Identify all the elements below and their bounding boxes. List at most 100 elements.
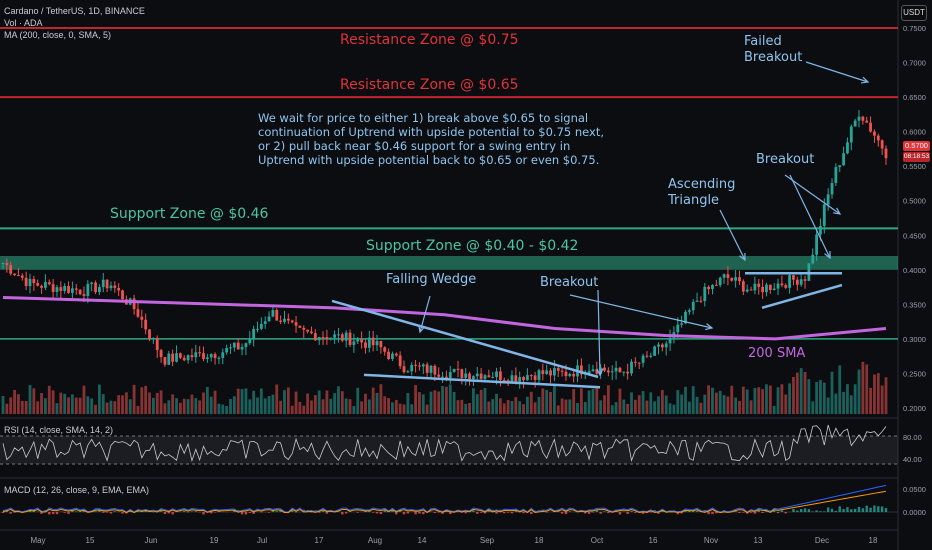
candle-body	[290, 320, 294, 323]
candle-body	[441, 376, 444, 378]
candle-body	[861, 116, 865, 121]
volume-bar	[59, 392, 63, 414]
volume-bar	[379, 384, 383, 414]
macd-indicator-label[interactable]: MACD (12, 26, close, 9, EMA, EMA)	[4, 485, 150, 495]
macd-histogram-bar	[661, 510, 664, 512]
volume-bar	[17, 394, 20, 414]
candle-body	[510, 375, 514, 383]
candle-body	[1, 263, 5, 265]
volume-bar	[329, 398, 333, 414]
macd-histogram-bar	[437, 512, 440, 513]
volume-bar	[163, 403, 167, 414]
candle-body	[209, 354, 213, 358]
macd-histogram-bar	[842, 509, 845, 512]
volume-bar	[425, 404, 429, 414]
volume-bar	[568, 399, 572, 414]
macd-histogram-bar	[422, 512, 425, 515]
macd-histogram-bar	[792, 508, 795, 512]
price-tick-label: 0.7000	[903, 59, 926, 68]
macd-line	[2, 484, 887, 513]
volume-bar	[360, 401, 363, 414]
macd-histogram-bar	[341, 512, 344, 515]
candle-body	[317, 337, 321, 341]
volume-bar	[441, 386, 444, 414]
macd-histogram-bar	[48, 512, 51, 515]
volume-bar	[622, 399, 626, 414]
volume-bar	[352, 405, 356, 414]
macd-histogram-bar	[356, 512, 359, 513]
macd-histogram-bar	[240, 512, 244, 515]
volume-bar	[313, 395, 317, 414]
volume-indicator-label[interactable]: Vol · ADA	[4, 18, 43, 28]
macd-histogram-bar	[113, 511, 117, 512]
macd-histogram-bar	[680, 512, 683, 514]
volume-bar	[337, 386, 340, 414]
candle-body	[136, 309, 140, 317]
volume-bar	[348, 399, 352, 414]
candle-body	[256, 328, 259, 330]
volume-bar	[190, 394, 194, 414]
volume-bar	[838, 365, 842, 414]
volume-bar	[398, 403, 402, 414]
candle-body	[761, 286, 765, 293]
macd-histogram-bar	[55, 512, 59, 515]
candle-body	[240, 347, 244, 350]
rsi-indicator-label[interactable]: RSI (14, close, SMA, 14, 2)	[4, 425, 114, 435]
volume-bar	[464, 403, 468, 414]
macd-histogram-bar	[159, 510, 163, 512]
macd-histogram-bar	[414, 512, 417, 515]
volume-bar	[267, 396, 271, 414]
chart-title[interactable]: Cardano / TetherUS, 1D, BINANCE	[4, 6, 145, 16]
volume-bar	[691, 386, 695, 414]
volume-bar	[387, 398, 390, 414]
candle-body	[82, 294, 86, 296]
candle-body	[67, 286, 70, 293]
macd-histogram-bar	[757, 509, 760, 512]
volume-bar	[221, 404, 225, 414]
candle-body	[194, 352, 198, 358]
candle-body	[606, 370, 610, 373]
macd-histogram-bar	[880, 506, 884, 512]
volume-bar	[113, 401, 117, 414]
volume-bar	[229, 398, 232, 414]
volume-bar	[182, 398, 186, 414]
candle-body	[448, 372, 452, 378]
candle-body	[47, 282, 51, 285]
volume-bar	[780, 384, 784, 414]
macd-histogram-bar	[865, 505, 868, 512]
candle-body	[433, 365, 437, 375]
macd-histogram-bar	[784, 512, 787, 514]
volume-bar	[857, 369, 861, 414]
macd-histogram-bar	[715, 512, 718, 514]
currency-button[interactable]: USDT	[901, 5, 927, 21]
volume-bar	[657, 396, 660, 414]
macd-histogram-bar	[568, 511, 572, 512]
macd-histogram-bar	[607, 512, 610, 514]
volume-bar	[510, 400, 514, 414]
candle-body	[626, 371, 630, 374]
volume-bar	[815, 381, 818, 414]
macd-histogram-bar	[379, 512, 383, 515]
candle-body	[749, 289, 753, 291]
volume-bar	[853, 384, 857, 414]
candle-body	[437, 374, 441, 377]
volume-bar	[298, 401, 302, 414]
volume-bar	[310, 400, 313, 414]
candle-body	[849, 126, 853, 143]
volume-bar	[514, 397, 518, 414]
macd-histogram-bar	[483, 512, 487, 514]
macd-histogram-bar	[102, 512, 105, 513]
volume-bar	[880, 385, 884, 414]
annotation-arrow	[789, 174, 831, 259]
candle-body	[286, 318, 290, 321]
macd-histogram-bar	[765, 510, 768, 512]
volume-bar	[28, 385, 32, 414]
annotation-arrow	[719, 209, 746, 261]
ma-indicator-label[interactable]: MA (200, close, 0, SMA, 5)	[4, 30, 112, 40]
candle-body	[518, 377, 522, 382]
volume-bar	[695, 396, 699, 414]
candle-body	[78, 289, 82, 295]
candle-body	[869, 122, 872, 132]
